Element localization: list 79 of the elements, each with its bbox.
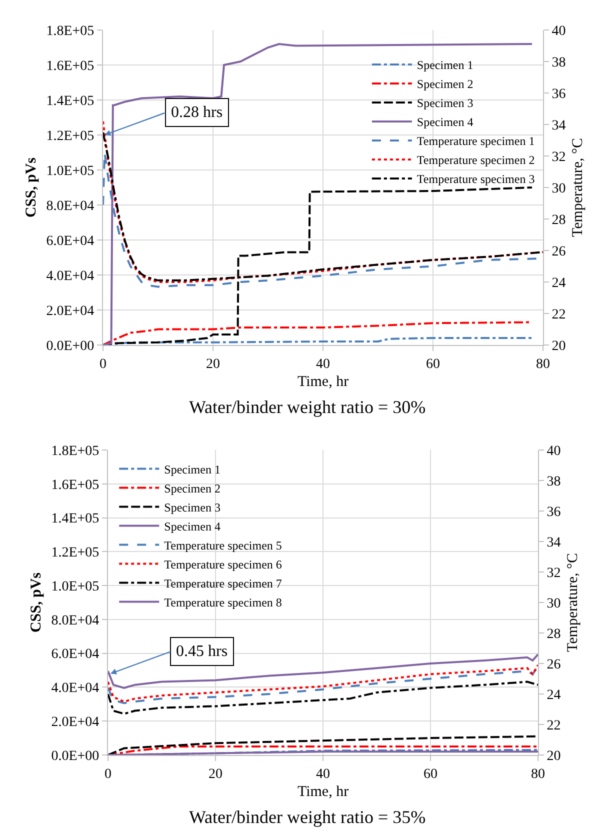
y-tick-label: 0.0E+00 — [51, 748, 100, 764]
y-tick-label: 4.0E+04 — [51, 681, 100, 696]
y-tick-label: 1.8E+05 — [46, 24, 94, 39]
y-tick-label: 0.0E+00 — [46, 338, 94, 354]
y-axis-title: CSS, pVs — [23, 157, 40, 218]
x-tick-label: 40 — [316, 356, 330, 372]
y-tick-label: 8.0E+04 — [51, 613, 100, 628]
y-tick-label: 1.2E+05 — [51, 546, 100, 561]
y-tick-label: 1.8E+05 — [51, 444, 100, 459]
y2-tick-label: 38 — [552, 55, 566, 70]
y-tick-label: 1.6E+05 — [46, 58, 94, 74]
x-tick-label: 80 — [531, 766, 545, 782]
y2-tick-label: 36 — [546, 504, 561, 520]
legend-label: Temperature specimen 5 — [164, 538, 282, 552]
legend-label: Temperature specimen 7 — [164, 576, 282, 590]
legend-label: Temperature specimen 3 — [416, 172, 535, 186]
y2-tick-label: 22 — [552, 307, 566, 322]
annotation: 0.45 hrs — [176, 643, 228, 660]
y2-tick-label: 30 — [552, 181, 566, 196]
y-tick-label: 1.0E+05 — [51, 579, 100, 594]
y-tick-label: 1.4E+05 — [51, 512, 100, 527]
y-tick-label: 8.0E+04 — [46, 198, 94, 214]
legend-label: Temperature specimen 8 — [164, 595, 282, 610]
text: Water/binder weight ratio = 30% — [189, 397, 426, 417]
annotation: 0.28 hrs — [171, 104, 223, 121]
x-tick-label: 40 — [316, 766, 330, 782]
y2-tick-label: 32 — [546, 566, 561, 581]
line-series — [108, 680, 538, 715]
x-tick-label: 60 — [424, 766, 438, 782]
legend-label: Temperature specimen 2 — [416, 153, 535, 168]
x-tick-label: 80 — [536, 356, 550, 372]
line-series — [103, 43, 533, 345]
y2-tick-label: 40 — [546, 444, 561, 459]
legend-label: Specimen 1 — [416, 58, 474, 72]
x-tick-label: 20 — [206, 356, 220, 372]
legend-label: Temperature specimen 1 — [416, 134, 535, 148]
y2-axis-title: Temperature, °C — [570, 138, 586, 238]
legend-label: Temperature specimen 6 — [164, 557, 282, 572]
y-tick-label: 1.6E+05 — [51, 478, 100, 493]
y2-tick-label: 24 — [546, 688, 561, 703]
y2-tick-label: 38 — [546, 474, 561, 490]
y2-tick-label: 22 — [546, 718, 561, 734]
legend-label: Specimen 2 — [416, 77, 474, 92]
y-tick-label: 4.0E+04 — [46, 268, 94, 284]
y2-tick-label: 30 — [546, 596, 561, 612]
y2-tick-label: 40 — [552, 24, 566, 39]
y-tick-label: 1.4E+05 — [46, 94, 94, 109]
y-axis-title: CSS, pVs — [28, 572, 44, 633]
x-axis-title: Time, hr — [297, 374, 349, 390]
y2-tick-label: 28 — [552, 212, 566, 228]
y-tick-label: 6.0E+04 — [46, 234, 94, 249]
x-axis-title: Time, hr — [297, 784, 349, 800]
x-tick-label: 60 — [426, 356, 440, 372]
x-tick-label: 0 — [104, 766, 112, 782]
y2-tick-label: 20 — [552, 338, 566, 354]
legend-label: Specimen 4 — [416, 115, 474, 130]
y-tick-label: 6.0E+04 — [51, 647, 100, 662]
legend-label: Specimen 1 — [164, 462, 220, 476]
x-tick-label: 20 — [208, 766, 222, 782]
y-tick-label: 2.0E+04 — [46, 304, 94, 319]
y-tick-label: 2.0E+04 — [51, 715, 100, 730]
y2-tick-label: 36 — [552, 86, 566, 102]
y2-tick-label: 20 — [546, 748, 561, 764]
y2-tick-label: 24 — [552, 276, 566, 291]
text: Water/binder weight ratio = 35% — [189, 807, 426, 827]
y2-tick-label: 32 — [552, 150, 566, 165]
y2-tick-label: 26 — [552, 244, 566, 260]
y2-tick-label: 34 — [546, 535, 561, 550]
legend-label: Specimen 3 — [416, 96, 474, 110]
y2-axis-title: Temperature, °C — [564, 552, 581, 652]
y2-tick-label: 28 — [546, 626, 561, 642]
y-tick-label: 1.0E+05 — [46, 164, 94, 179]
y2-tick-label: 26 — [546, 657, 561, 672]
y-tick-label: 1.2E+05 — [46, 128, 94, 144]
y2-tick-label: 34 — [552, 118, 566, 134]
x-tick-label: 0 — [100, 356, 106, 372]
legend-label: Specimen 2 — [164, 481, 220, 496]
legend-label: Specimen 3 — [164, 500, 220, 514]
legend-label: Specimen 4 — [164, 519, 220, 534]
